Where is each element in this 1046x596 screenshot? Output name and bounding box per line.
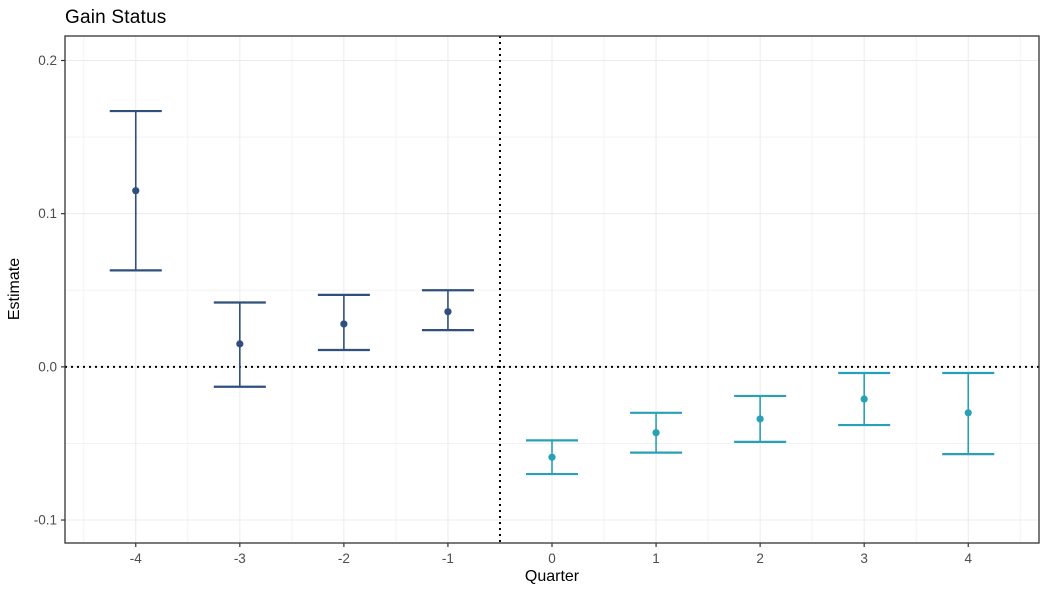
x-tick-label: 1	[652, 551, 660, 566]
chart-title: Gain Status	[65, 7, 167, 28]
y-tick-label: 0.2	[38, 53, 57, 68]
x-tick-label: 4	[964, 551, 972, 566]
x-tick-label: 0	[548, 551, 556, 566]
x-tick-label: -3	[234, 551, 246, 566]
estimate-point	[340, 320, 348, 328]
x-tick-label: -4	[130, 551, 142, 566]
estimate-point	[236, 340, 244, 348]
estimate-point	[756, 415, 764, 423]
y-tick-label: 0.0	[38, 359, 57, 374]
y-tick-label: -0.1	[34, 513, 57, 528]
estimate-point	[964, 409, 972, 417]
x-tick-label: 2	[756, 551, 764, 566]
x-tick-label: -1	[442, 551, 454, 566]
estimate-point	[860, 395, 868, 403]
estimate-point	[444, 308, 452, 316]
estimate-point	[548, 453, 556, 461]
x-tick-label: 3	[860, 551, 868, 566]
x-tick-label: -2	[338, 551, 350, 566]
y-tick-label: 0.1	[38, 206, 57, 221]
estimate-point	[132, 187, 140, 195]
estimate-point	[652, 429, 660, 437]
x-axis-title: Quarter	[524, 568, 580, 585]
